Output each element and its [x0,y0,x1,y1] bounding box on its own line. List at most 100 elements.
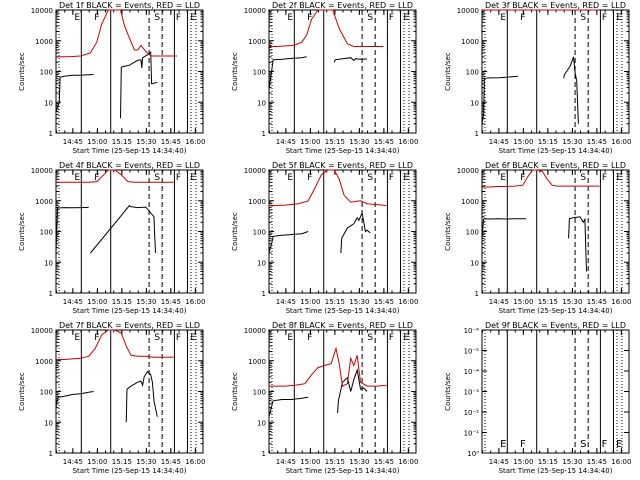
panel-title: Det 2f BLACK = Events, RED = LLD [272,1,413,10]
x-axis-label: Start Time (25-Sep-15 14:34:40) [73,147,187,155]
x-tick-label: 16:00 [185,458,205,466]
segment-label: F [94,173,99,183]
x-tick-label: 15:30 [349,458,369,466]
panel-title: Det 5f BLACK = Events, RED = LLD [272,161,413,170]
y-tick-label: 10000 [31,167,53,175]
segment-label: E [74,173,80,183]
events-series-line [481,216,587,272]
segment-label: E [287,13,293,23]
x-tick-label: 14:45 [276,298,296,306]
x-tick-label: 15:30 [562,458,582,466]
segment-label: E [190,173,196,183]
x-tick-label: 16:00 [611,458,631,466]
y-tick-label: 10⁻⁴ [464,368,480,376]
lld-series-line [482,169,600,188]
y-tick-label: 1 [475,130,479,138]
y-tick-label: 10 [44,99,53,107]
y-tick-label: 100 [466,229,479,237]
segment-label: F [176,13,181,23]
x-tick-label: 16:00 [611,298,631,306]
segment-label: F [307,13,312,23]
segment-label: S [154,333,160,343]
x-tick-label: 16:00 [398,298,418,306]
lld-series-line [269,9,384,47]
x-tick-label: 15:00 [300,138,320,146]
y-tick-label: 100 [253,389,266,397]
x-tick-label: 15:00 [513,138,533,146]
x-tick-label: 15:00 [300,298,320,306]
segment-label: S [367,333,373,343]
segment-label: E [190,333,196,343]
events-series-line [55,51,158,119]
y-tick-label: 10000 [244,327,266,335]
segment-label: F [176,333,181,343]
x-tick-label: 15:30 [136,298,156,306]
x-tick-label: 15:15 [112,138,132,146]
x-tick-label: 15:15 [538,298,558,306]
x-tick-label: 16:00 [185,298,205,306]
plot-frame [268,9,417,134]
x-tick-label: 15:15 [538,458,558,466]
segment-label: F [389,333,394,343]
segment-label: E [74,13,80,23]
x-axis-label: Start Time (25-Sep-15 14:34:40) [499,467,613,475]
x-tick-label: 15:45 [587,458,607,466]
x-tick-label: 15:30 [136,138,156,146]
y-tick-label: 100 [40,389,53,397]
segment-label: E [616,173,622,183]
x-tick-label: 14:45 [63,298,83,306]
x-tick-label: 15:30 [349,138,369,146]
plot-frame [55,9,204,134]
segment-label: F [176,173,181,183]
y-tick-label: 10⁻⁶ [464,327,480,335]
x-tick-label: 15:30 [562,138,582,146]
y-tick-label: 10⁰ [467,450,479,458]
x-tick-label: 15:45 [587,298,607,306]
y-tick-label: 10000 [31,7,53,15]
y-axis-label: Counts/sec [231,372,239,411]
panel-6: Det 6f BLACK = Events, RED = LLD 1 10 100 10… [444,161,631,315]
panel-title: Det 3f BLACK = Events, RED = LLD [485,1,626,10]
y-tick-label: 100 [40,229,53,237]
x-tick-label: 15:30 [349,298,369,306]
events-series-line [55,204,157,254]
x-tick-label: 15:45 [374,138,394,146]
y-tick-label: 10 [470,99,479,107]
panel-3: Det 3f BLACK = Events, RED = LLD 1 10 100 10… [444,1,631,155]
panel-9: Det 9f BLACK = Events, RED = LLD 10⁰ 10⁻¹ 1… [444,321,631,475]
y-tick-label: 10 [44,419,53,427]
y-tick-label: 10⁻⁵ [464,348,480,356]
panel-title: Det 7f BLACK = Events, RED = LLD [59,321,200,330]
segment-label: F [520,439,526,450]
lld-series-line [56,329,174,360]
segment-label: E [616,13,622,23]
segment-label: E [500,439,506,450]
y-tick-label: 1000 [35,38,53,46]
y-tick-label: 1000 [248,38,266,46]
y-tick-label: 1 [49,290,53,298]
x-tick-label: 15:45 [587,138,607,146]
y-tick-label: 100 [466,69,479,77]
segment-label: F [389,13,394,23]
segment-label: E [287,173,293,183]
y-axis-label: Counts/sec [18,372,26,411]
x-tick-label: 15:15 [112,458,132,466]
y-tick-label: 100 [253,69,266,77]
x-tick-label: 15:15 [325,138,345,146]
x-tick-label: 16:00 [398,458,418,466]
panel-title: Det 9f BLACK = Events, RED = LLD [485,321,626,330]
segment-label: E [500,13,506,23]
x-tick-label: 14:45 [63,458,83,466]
x-axis-label: Start Time (25-Sep-15 14:34:40) [73,467,187,475]
y-tick-label: 10000 [457,7,479,15]
y-axis-label: Counts/sec [18,52,26,91]
panel-1: Det 1f BLACK = Events, RED = LLD 1 10 100 10… [18,1,205,155]
x-axis-label: Start Time (25-Sep-15 14:34:40) [499,147,613,155]
x-tick-label: 15:00 [513,298,533,306]
x-tick-label: 15:30 [562,298,582,306]
segment-label: S [367,173,373,183]
segment-label: S [154,173,160,183]
x-tick-label: 15:15 [325,298,345,306]
y-axis-label: Counts/sec [231,52,239,91]
x-tick-label: 15:00 [87,458,107,466]
